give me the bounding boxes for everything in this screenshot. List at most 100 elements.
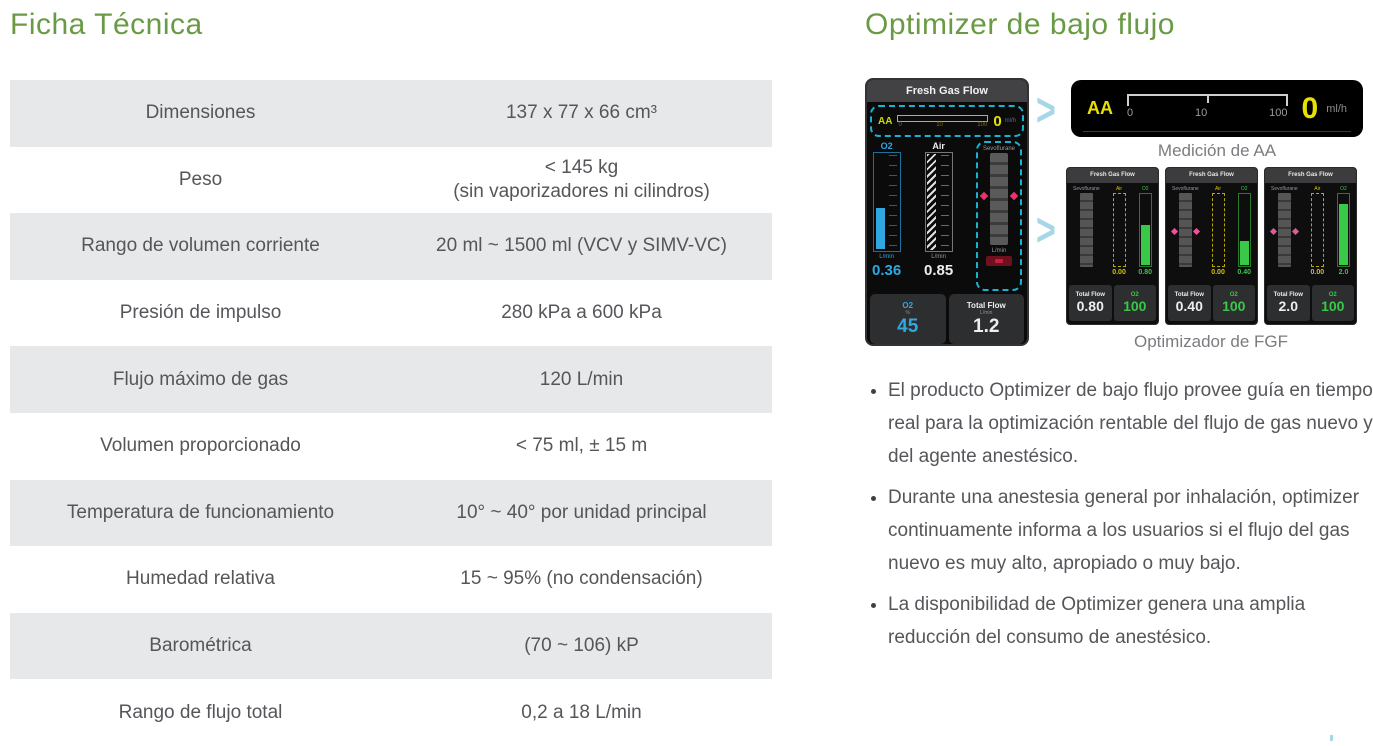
table-row: Presión de impulso 280 kPa a 600 kPa [10,280,772,347]
agent-gauge-label: Sevoflurane [982,146,1015,152]
o2-gauge-fill [1339,203,1348,265]
agent-gauge-highlight: Sevoflurane L/min [975,141,1022,291]
o2-gauge-value: 0.36 [872,262,902,279]
fgf-screen-3: Fresh Gas Flow Sevoflurane Air 0.00 O2 2… [1264,167,1357,325]
spec-value: 120 L/min [539,368,624,390]
o2-gauge-label: O2 [1141,186,1149,192]
total-flow-tile: Total Flow 0.40 [1168,285,1211,321]
air-gauge-value: 0.00 [1310,269,1325,276]
o2-gauge-ticks [888,155,897,249]
agent-marker-diamond-left [979,192,989,201]
agent-gauge-column: Sevoflurane [1170,186,1200,283]
tick-0: 0 [1127,107,1134,119]
aa-unit: ml/h [1004,118,1016,124]
table-row: Volumen proporcionado < 75 ml, ± 15 m [10,413,772,480]
caption-medicion-de-aa: Medición de AA [1157,141,1277,160]
total-flow-tile: Total Flow L/min 1.2 [948,294,1024,344]
spec-value: 15 ~ 95% (no condensación) [460,568,703,590]
o2-gauge-value: 0.40 [1237,269,1251,276]
air-gauge-value: 0.00 [1112,269,1126,276]
screen-bottom-tiles: Total Flow 0.40 O2 100 [1166,283,1257,323]
total-flow-tile: Total Flow 2.0 [1267,285,1310,321]
aa-value: 0 [1301,91,1319,125]
gas-gauges: Sevoflurane Air 0.00 O2 0.80 [1067,183,1158,283]
screen-title: Fresh Gas Flow [1166,168,1257,183]
agent-marker-diamond-right [1009,192,1019,201]
tick-10: 10 [936,122,943,128]
agent-gauge-tube [1269,193,1299,267]
o2-percent-tile: O2 100 [1311,285,1354,321]
air-gauge-label: Air [1314,186,1321,192]
o2-percent-value: 45 [897,315,919,337]
tick-100: 100 [977,122,988,128]
agent-gauge-column: Sevoflurane [1269,186,1299,283]
spec-label: Rango de flujo total [118,701,283,723]
fgf-screen-1: Fresh Gas Flow Sevoflurane Air 0.00 O2 0… [1066,167,1159,325]
device-screenshot-fresh-gas-flow: Fresh Gas Flow AA 0 10 100 0 ml/h O2 L/m… [865,78,1029,346]
agent-gauge-tube [1079,193,1093,267]
agent-marker-diamond-left [1269,227,1277,235]
chevron-right-icon: > [1036,205,1056,257]
screen-bottom-tiles: Total Flow 0.80 O2 100 [1067,283,1158,323]
air-gauge-column: Air L/min 0.85 [924,141,953,291]
air-gauge-tube [1211,193,1225,267]
bullet-item: El producto Optimizer de bajo flujo prov… [888,374,1373,473]
o2-percent-label: O2 [1229,292,1238,298]
o2-gauge-column: O2 2.0 [1337,186,1350,283]
agent-marker-diamond-right [1291,227,1299,235]
screen-title: Fresh Gas Flow [1265,168,1356,183]
spec-label: Flujo máximo de gas [112,368,289,390]
o2-gauge-tube [872,152,901,252]
fgf-optimizer-screens: Fresh Gas Flow Sevoflurane Air 0.00 O2 0… [1066,167,1357,325]
spec-label: Humedad relativa [126,568,275,590]
o2-percent-tile: O2 % 45 [870,294,946,344]
total-flow-tile: Total Flow 0.80 [1069,285,1112,321]
screen-title: Fresh Gas Flow [867,80,1027,102]
bullet-item: Durante una anestesia general por inhala… [888,481,1373,580]
table-row: Dimensiones 137 x 77 x 66 cm³ [10,80,772,147]
aa-scale: 0 10 100 [1127,94,1288,119]
spec-label: Barométrica [149,635,252,657]
o2-gauge-unit: L/min [879,254,894,260]
o2-gauge-fill [875,207,885,249]
o2-gauge-fill [1239,241,1249,265]
table-row: Peso < 145 kg (sin vaporizadores ni cili… [10,147,772,214]
spec-table: Dimensiones 137 x 77 x 66 cm³ Peso < 145… [10,80,772,746]
total-flow-unit: L/min [980,309,993,316]
o2-percent-label: O2 [1328,292,1337,298]
table-row: Humedad relativa 15 ~ 95% (no condensaci… [10,546,772,613]
agent-alarm-box [985,256,1012,266]
aa-label: AA [1087,98,1113,118]
air-gauge-column: Air 0.00 [1311,186,1325,283]
aa-scale-ticks: 0 10 100 [897,122,988,128]
o2-gauge-value: 2.0 [1338,269,1349,276]
spec-label: Volumen proporcionado [100,435,301,457]
chevron-right-icon: > [1036,85,1056,137]
o2-percent-label: O2 [1130,292,1139,298]
o2-gauge-column: O2 0.40 [1237,186,1251,283]
o2-gauge-column: O2 L/min 0.36 [872,141,901,291]
o2-percent-unit: % [905,309,910,316]
screen-bottom-tiles: Total Flow 2.0 O2 100 [1265,283,1356,323]
page-title-optimizer: Optimizer de bajo flujo [865,8,1175,41]
air-gauge-tube [924,152,953,252]
total-flow-value: 0.40 [1175,298,1203,314]
tick-10: 10 [1195,107,1208,119]
agent-gauge-column: Sevoflurane [1073,186,1100,283]
page-corner-mark [1330,735,1333,741]
aa-scale-bar [897,115,989,122]
total-flow-label: Total Flow [1075,292,1105,298]
aa-scale-ticks: 0 10 100 [1127,107,1288,119]
spec-label: Rango de volumen corriente [81,235,320,257]
spec-label: Peso [178,168,223,190]
screen-title: Fresh Gas Flow [1067,168,1158,183]
aa-scale-bracket [1127,94,1288,106]
total-flow-value: 2.0 [1278,298,1298,314]
table-row: Rango de flujo total 0,2 a 18 L/min [10,679,772,746]
o2-percent-tile: O2 100 [1113,285,1156,321]
total-flow-value: 1.2 [973,315,1000,337]
spec-value: 10° ~ 40° por unidad principal [456,501,707,523]
agent-marker-diamond-left [1170,227,1178,235]
spec-value: 280 kPa a 600 kPa [501,302,662,324]
bullet-list: El producto Optimizer de bajo flujo prov… [888,374,1373,662]
